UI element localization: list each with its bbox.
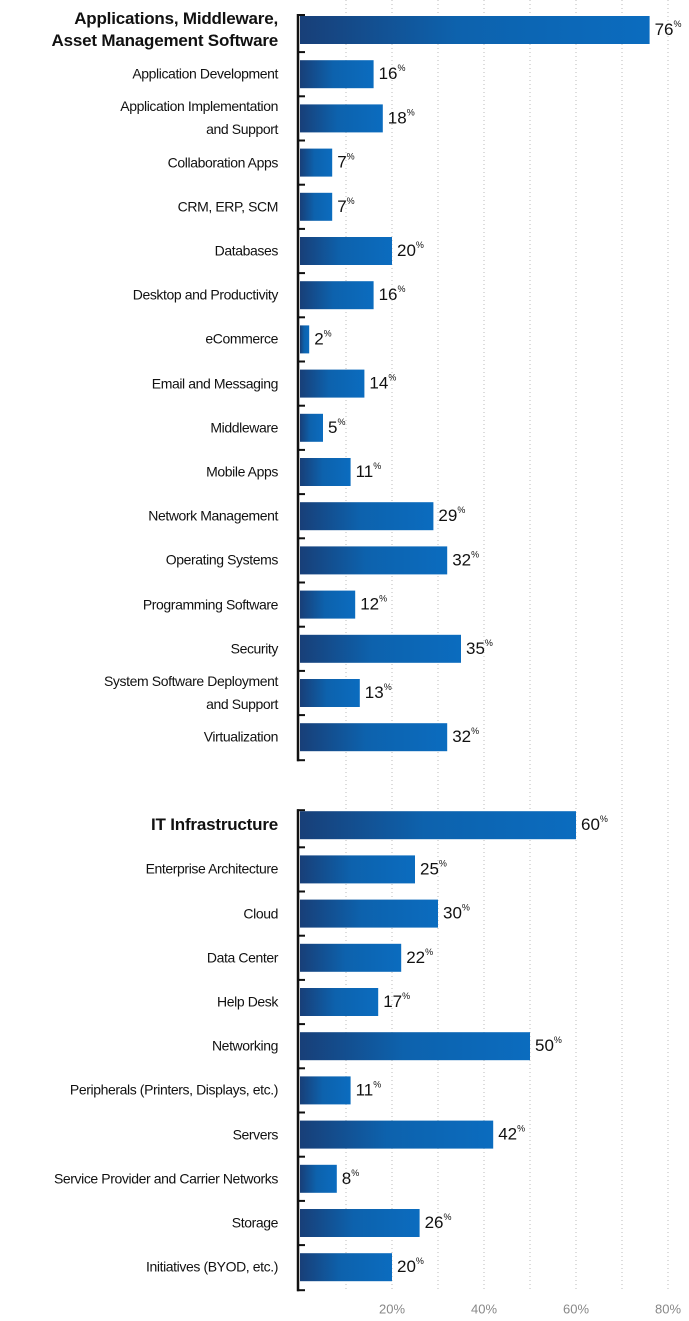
bar: [300, 502, 434, 531]
category-label: CRM, ERP, SCM: [177, 198, 279, 215]
bar: [300, 148, 333, 177]
category-label: Help Desk: [217, 993, 278, 1010]
category-label: Application Development: [132, 65, 278, 82]
category-label: Middleware: [210, 419, 278, 436]
category-label: Data Center: [206, 949, 278, 966]
bar: [300, 369, 365, 398]
x-tick-label: 20%: [379, 1301, 405, 1316]
category-label: Collaboration Apps: [167, 154, 279, 171]
bar: [300, 943, 402, 972]
value-label: 17%: [383, 991, 410, 1011]
bar: [300, 281, 374, 310]
value-label: 30%: [443, 903, 470, 923]
value-label: 20%: [397, 240, 424, 260]
bar: [300, 104, 383, 133]
bar: [300, 679, 360, 707]
value-label: 2%: [314, 329, 331, 349]
category-label: Operating Systems: [165, 551, 279, 568]
bar: [300, 590, 356, 619]
bar: [300, 1253, 392, 1282]
category-label: Application Implementation and Support: [120, 98, 278, 138]
category-label: eCommerce: [205, 330, 278, 347]
value-label: 25%: [420, 859, 447, 879]
value-label: 32%: [452, 727, 479, 747]
bar: [300, 458, 351, 486]
value-label: 14%: [369, 373, 396, 393]
x-tick-label: 80%: [655, 1301, 681, 1316]
bar: [300, 237, 392, 265]
category-label: Initiatives (BYOD, etc.): [146, 1258, 278, 1275]
bar: [300, 855, 415, 884]
category-label: Service Provider and Carrier Networks: [53, 1170, 278, 1187]
value-label: 16%: [379, 64, 406, 84]
bar: [300, 1209, 420, 1237]
category-label: Network Management: [148, 507, 278, 524]
value-label: 20%: [397, 1257, 424, 1277]
bar: [300, 811, 576, 840]
value-label: 60%: [581, 815, 608, 835]
bar: [300, 634, 461, 663]
group-label: IT Infrastructure: [151, 815, 278, 835]
bar: [300, 1120, 494, 1149]
category-label: System Software Deployment and Support: [103, 673, 278, 712]
category-label: Desktop and Productivity: [132, 286, 279, 303]
category-label: Security: [230, 640, 279, 657]
bar: [300, 60, 374, 89]
value-label: 8%: [342, 1168, 359, 1188]
value-label: 35%: [466, 638, 493, 658]
value-label: 18%: [388, 108, 415, 128]
category-label: Programming Software: [142, 596, 279, 613]
bar: [300, 413, 323, 442]
value-label: 7%: [337, 152, 354, 172]
category-label: Servers: [232, 1126, 279, 1143]
bar: [300, 325, 310, 354]
value-label: 7%: [337, 196, 354, 216]
bar: [300, 723, 448, 752]
category-label: Mobile Apps: [206, 463, 278, 480]
x-tick-label: 60%: [563, 1301, 589, 1316]
group-label: Applications, Middleware, Asset Manageme…: [51, 9, 279, 50]
x-tick-label: 40%: [471, 1301, 497, 1316]
category-label: Networking: [211, 1037, 278, 1054]
value-label: 11%: [356, 1080, 382, 1100]
bar: [300, 988, 379, 1016]
bar: [300, 1164, 337, 1193]
category-label: Databases: [214, 242, 279, 259]
value-label: 22%: [406, 947, 433, 967]
value-label: 13%: [365, 682, 392, 702]
category-label: Cloud: [243, 905, 278, 922]
category-label: Enterprise Architecture: [145, 860, 279, 877]
category-label: Virtualization: [203, 728, 279, 745]
value-label: 5%: [328, 417, 345, 437]
bar: [300, 1032, 530, 1061]
bar: [300, 546, 448, 575]
value-label: 76%: [655, 19, 682, 39]
value-label: 50%: [535, 1036, 562, 1056]
category-label: Peripherals (Printers, Displays, etc.): [69, 1081, 278, 1098]
value-label: 16%: [379, 285, 406, 305]
value-label: 26%: [425, 1212, 452, 1232]
bar: [300, 899, 438, 928]
bar: [300, 16, 650, 44]
bar: [300, 192, 333, 221]
value-label: 29%: [438, 506, 465, 526]
category-label: Email and Messaging: [151, 375, 279, 392]
value-label: 32%: [452, 550, 479, 570]
value-label: 42%: [498, 1124, 525, 1144]
value-label: 12%: [360, 594, 387, 614]
category-label: Storage: [231, 1214, 279, 1231]
bar: [300, 1076, 351, 1105]
value-label: 11%: [356, 461, 382, 481]
